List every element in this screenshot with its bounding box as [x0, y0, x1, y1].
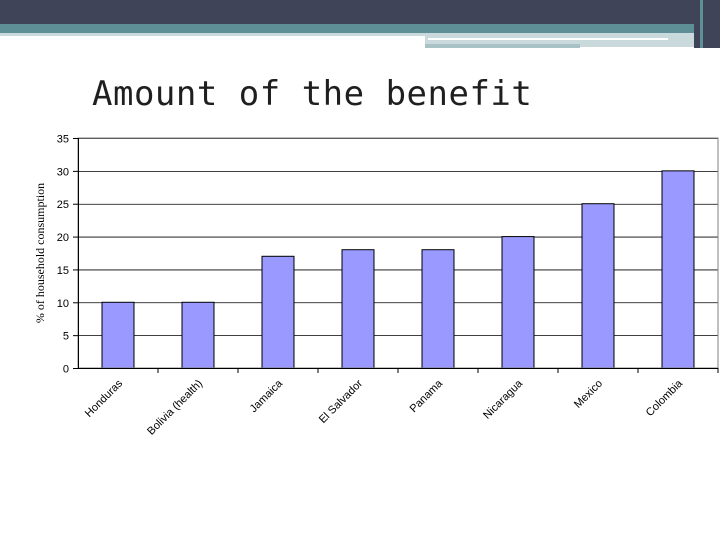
y-tick-label: 10: [57, 298, 69, 310]
x-tick-labels: Honduras Bolivia (health) Jamaica El Salvad…: [83, 377, 686, 438]
y-tick-label: 0: [63, 364, 69, 376]
y-tick-label: 20: [57, 232, 69, 244]
header-white-line: [428, 38, 668, 40]
slide-header-decoration: [0, 0, 720, 48]
bar-mexico: [581, 203, 615, 369]
y-tick-label: 5: [63, 331, 69, 343]
header-light-band-1: [0, 33, 425, 36]
header-corner-stripe: [700, 0, 703, 48]
header-dark-band: [0, 0, 720, 24]
header-corner-block: [694, 0, 720, 48]
header-teal-band: [0, 24, 720, 33]
slide-title: Amount of the benefit: [92, 74, 533, 114]
x-tick-label: Mexico: [572, 378, 605, 411]
chart-axes: [73, 137, 719, 373]
x-tick-label: Bolivia (health): [145, 378, 205, 438]
bar-colombia: [661, 170, 695, 369]
chart-bars: [101, 170, 695, 369]
x-tick-label: El Salvador: [317, 377, 365, 425]
y-tick-label: 35: [57, 134, 69, 146]
bar-panama: [421, 249, 455, 369]
bar-nicaragua: [501, 236, 535, 369]
y-tick-label: 30: [57, 166, 69, 178]
header-accent-line: [425, 44, 580, 48]
x-tick-label: Honduras: [83, 377, 126, 420]
bar-honduras: [101, 301, 135, 369]
x-tick-label: Nicaragua: [481, 377, 526, 422]
plot-area-frame: [77, 137, 719, 369]
y-tick-label: 15: [57, 265, 69, 277]
y-axis-label: % of household consumption: [33, 183, 47, 323]
y-tick-label: 25: [57, 199, 69, 211]
bar-jamaica: [261, 255, 295, 369]
bar-bolivia-health: [181, 301, 215, 369]
y-tick-labels: 0 5 10 15 20 25 30 35: [57, 134, 69, 376]
x-tick-label: Jamaica: [248, 377, 286, 415]
chart-gridlines: [78, 138, 718, 337]
x-tick-label: Colombia: [644, 377, 686, 419]
x-tick-label: Panama: [408, 377, 446, 415]
bar-el-salvador: [341, 249, 375, 369]
